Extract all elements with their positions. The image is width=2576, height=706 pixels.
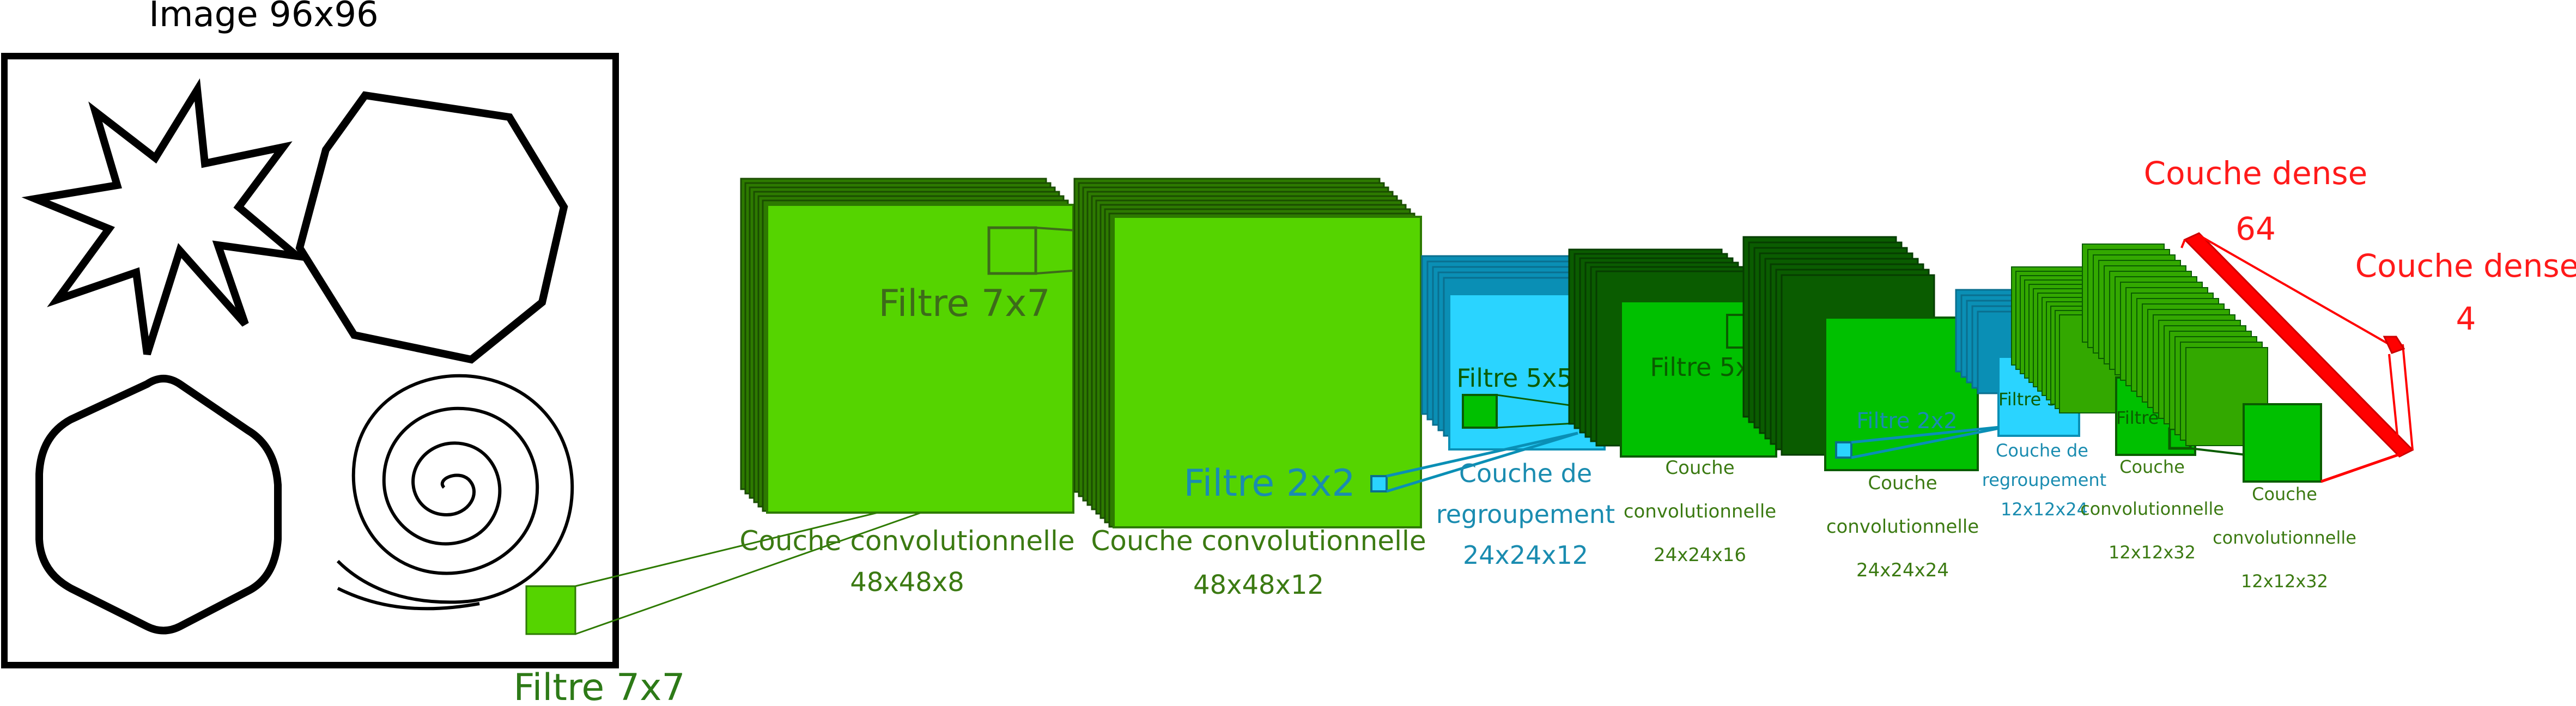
- conv-layer-2-filter-label: Filtre 2x2: [1183, 462, 1355, 505]
- conv-layer-4-filter-label: Filtre 2x2: [1856, 409, 1957, 434]
- conv-layer-1-stack: [740, 178, 1074, 514]
- star-shape-icon: [21, 78, 310, 356]
- conv-layer-1-dims: 48x48x8: [850, 567, 964, 598]
- conv-layer-6: Couche convolutionnelle 12x12x32: [2082, 244, 2356, 592]
- pool-layer-1-filter-box: [1462, 394, 1498, 429]
- input-filter-label: Filtre 7x7: [513, 666, 685, 706]
- input-filter-square: [525, 585, 576, 635]
- conv-layer-3-name-l2: convolutionnelle: [1624, 501, 1776, 522]
- conv-layer-2-name: Couche convolutionnelle: [1091, 525, 1426, 557]
- dense-layer-2-bar: [2383, 336, 2405, 354]
- input-image: Image 96x96 Filtre 7x7: [1, 0, 685, 706]
- pool-layer-2-name-l2: regroupement: [1982, 470, 2106, 490]
- conv-layer-3-dims: 24x24x16: [1654, 544, 1746, 566]
- conv-layer-4-filter-box: [1835, 441, 1852, 459]
- pool-layer-2-dims: 12x12x24: [2001, 499, 2088, 520]
- pool-layer-1-dims: 24x24x12: [1463, 540, 1588, 570]
- dense-layer-2: Couche dense 4: [2355, 247, 2576, 354]
- conv-layer-6-name-l2: convolutionnelle: [2213, 527, 2356, 548]
- dense-layer-2-units: 4: [2456, 300, 2476, 337]
- conv-layer-4-dims: 24x24x24: [1856, 559, 1949, 581]
- pool-layer-2-name-l1: Couche de: [1996, 440, 2088, 461]
- hexagon-shape-icon: [35, 375, 282, 635]
- conv-layer-1-filter-box: [987, 226, 1037, 275]
- conv-layer-1-front: [766, 204, 1074, 514]
- conv-layer-1-name: Couche convolutionnelle: [739, 525, 1074, 557]
- dense-layer-1-units: 64: [2235, 210, 2276, 247]
- conv-layer-5-dims: 12x12x32: [2109, 542, 2196, 563]
- conv-layer-2-front: [1113, 216, 1422, 528]
- conv-layer-3-name: Couche: [1665, 457, 1734, 479]
- conv-layer-6-dims: 12x12x32: [2241, 571, 2328, 592]
- conv-layer-4-name: Couche: [1868, 472, 1937, 494]
- conv-layer-2-dims: 48x48x12: [1193, 570, 1324, 600]
- conv-layer-5-name: Couche: [2119, 457, 2185, 477]
- pool-layer-1-name-l2: regroupement: [1436, 500, 1615, 529]
- conv-layer-2: Couche convolutionnelle 48x48x12: [1073, 178, 1426, 600]
- dense-layer-1-name: Couche dense: [2144, 155, 2368, 192]
- conv-layer-1: Filtre 7x7 Couche convolutionnelle 48x48…: [739, 178, 1352, 598]
- pool-layer-1-name-l1: Couche de: [1459, 459, 1592, 488]
- spiral-shape-icon: [336, 374, 574, 611]
- conv-layer-5-name-l2: convolutionnelle: [2080, 498, 2224, 519]
- octagon-shape-icon: [295, 91, 568, 364]
- conv-layer-4-name-l2: convolutionnelle: [1826, 516, 1979, 538]
- conv-layer-4: Filtre 2x2 Couche convolutionnelle 24x24…: [1742, 236, 2011, 581]
- pool-layer-1-filter-label: Filtre 5x5: [1456, 363, 1572, 393]
- conv-layer-2-filter-box: [1370, 475, 1388, 492]
- dense-layer-2-name: Couche dense: [2355, 247, 2576, 284]
- input-image-title: Image 96x96: [149, 0, 379, 35]
- conv-layer-6-front: [2243, 403, 2322, 483]
- conv-layer-6-name: Couche: [2252, 484, 2317, 504]
- dense-connections: [2198, 234, 2414, 483]
- conv-layer-3: Filtre 5x5 Couche convolutionnelle 24x24…: [1568, 248, 1957, 566]
- conv-layer-1-filter-label: Filtre 7x7: [878, 282, 1050, 325]
